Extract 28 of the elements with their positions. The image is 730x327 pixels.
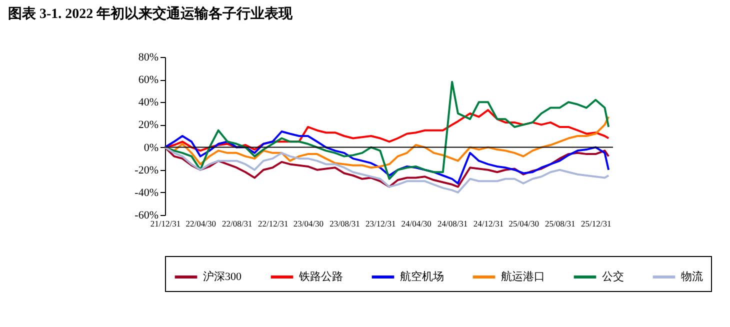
x-tick-label: 22/04/30	[186, 218, 216, 228]
x-tick-label: 24/08/31	[437, 218, 468, 228]
x-tick-label: 25/08/31	[545, 218, 576, 228]
x-tick-label: 24/12/31	[473, 218, 504, 228]
y-tick-label: -40%	[134, 186, 158, 199]
x-tick-label: 25/12/31	[580, 218, 612, 228]
x-tick-label: 21/12/31	[150, 218, 181, 228]
x-tick-label: 22/08/31	[222, 218, 252, 228]
y-tick-label: 60%	[138, 74, 158, 86]
x-tick-label: 23/12/31	[366, 218, 396, 228]
chart-title: 图表 3-1. 2022 年初以来交通运输各子行业表现	[8, 5, 293, 23]
legend-label: 航运港口	[501, 270, 545, 283]
y-tick-label: -60%	[134, 210, 158, 222]
y-tick-label: 20%	[138, 119, 158, 132]
x-tick-label: 22/12/31	[258, 218, 288, 228]
x-tick-label: 23/04/30	[293, 218, 324, 228]
legend-label: 铁路公路	[298, 271, 343, 283]
legend-label: 航空机场	[400, 270, 444, 283]
x-tick-label: 23/08/31	[330, 218, 360, 228]
y-tick-label: 40%	[138, 96, 158, 109]
legend-label: 公交	[602, 270, 624, 283]
x-tick-label: 24/04/30	[401, 218, 432, 228]
y-tick-label: 80%	[138, 52, 158, 64]
y-tick-label: -20%	[134, 164, 158, 176]
y-tick-label: 0%	[144, 142, 158, 154]
legend-label: 沪深300	[203, 270, 242, 283]
x-tick-label: 25/04/30	[508, 218, 540, 228]
legend-label: 物流	[681, 270, 703, 283]
